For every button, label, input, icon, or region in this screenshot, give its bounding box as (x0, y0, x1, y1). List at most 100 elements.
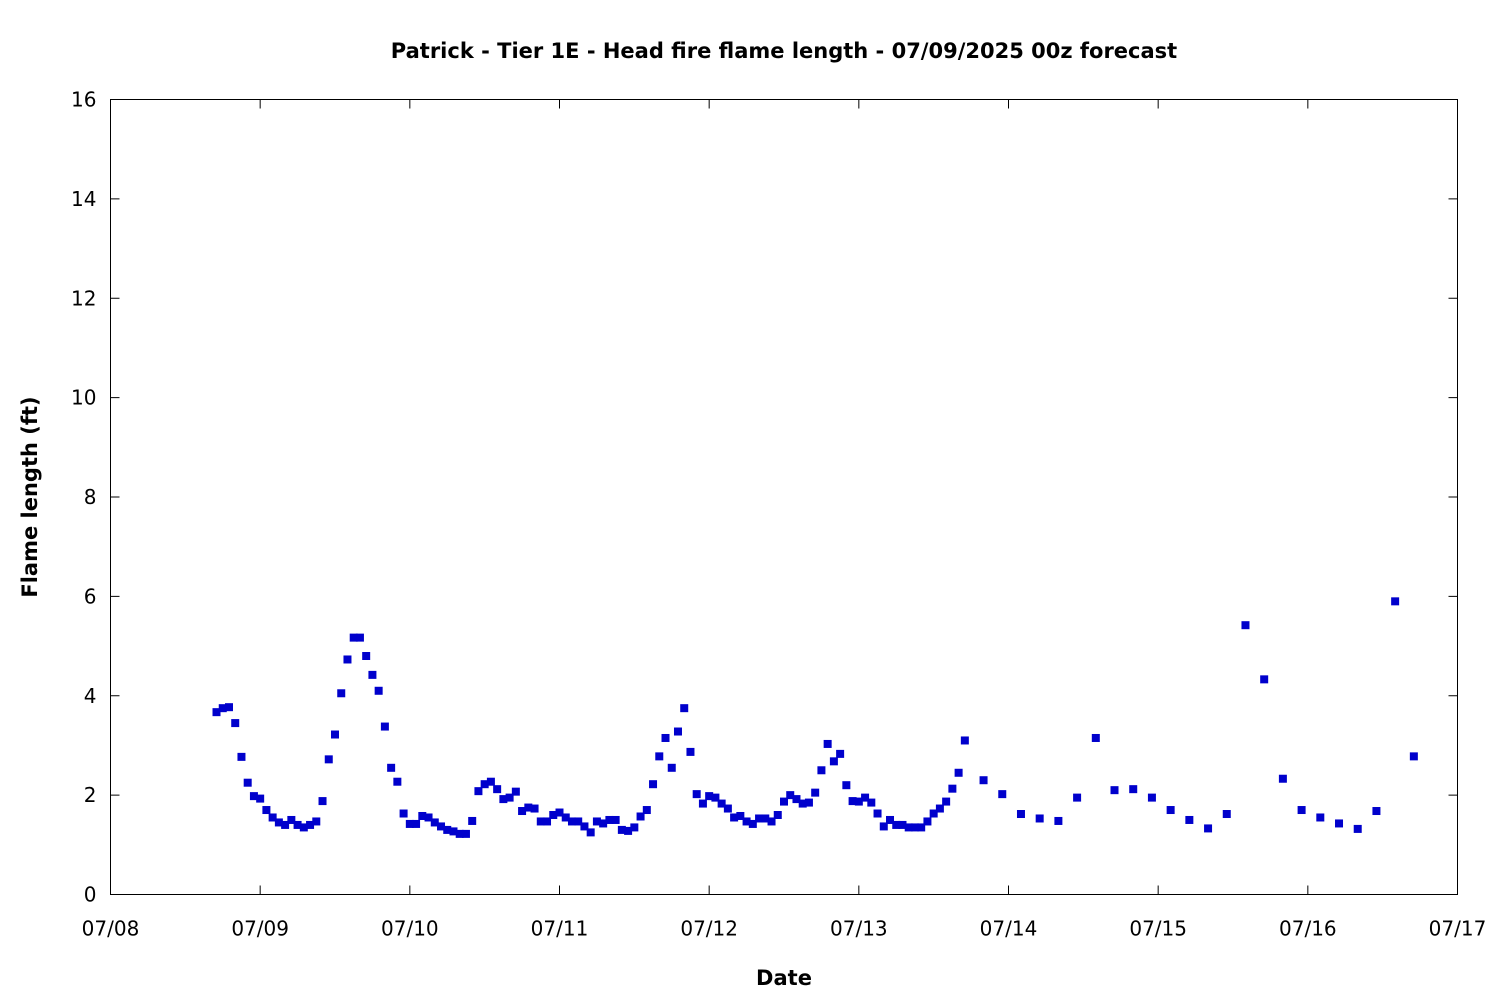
data-point (224, 703, 233, 712)
data-point (318, 797, 327, 806)
data-point (549, 811, 558, 819)
data-point (892, 820, 901, 829)
data-point (786, 791, 795, 800)
data-point (493, 785, 502, 794)
data-point (755, 814, 764, 823)
y-axis: 0 2 4 6 8 10 12 14 16 (71, 88, 1458, 907)
x-tick-label: 07/14 (980, 917, 1038, 941)
data-point (412, 819, 421, 828)
data-point (355, 633, 364, 642)
data-point (723, 804, 732, 813)
data-point (218, 704, 227, 713)
data-point (1278, 774, 1287, 783)
data-point (1110, 786, 1119, 795)
data-point (592, 817, 601, 826)
data-point (449, 827, 458, 836)
data-point (649, 780, 658, 789)
data-point (486, 777, 495, 786)
data-point (1316, 813, 1325, 822)
data-point (861, 793, 870, 802)
data-point (611, 815, 620, 824)
data-point (742, 817, 751, 826)
y-tick-label: 2 (84, 783, 97, 807)
data-point (680, 704, 689, 713)
data-point (443, 825, 452, 834)
y-tick-label: 4 (84, 684, 97, 708)
y-tick-label: 6 (84, 584, 97, 608)
data-point (299, 823, 308, 832)
data-point (312, 817, 321, 826)
data-point (917, 823, 926, 832)
data-point (293, 820, 302, 829)
data-point (349, 633, 358, 642)
data-point (698, 799, 707, 808)
y-tick-label: 16 (71, 88, 96, 112)
data-point (1297, 806, 1306, 815)
data-point (829, 757, 838, 766)
data-point (524, 803, 533, 812)
data-point (399, 809, 408, 818)
data-point (455, 829, 464, 838)
data-points (212, 597, 1418, 838)
x-tick-label: 07/11 (531, 917, 589, 941)
data-point (567, 817, 576, 826)
data-point (817, 766, 826, 775)
data-point (580, 822, 589, 831)
data-point (374, 686, 383, 695)
data-point (1016, 810, 1025, 819)
data-point (1166, 806, 1175, 815)
data-point (393, 777, 402, 786)
y-tick-label: 8 (84, 485, 97, 509)
x-tick-label: 07/12 (680, 917, 738, 941)
data-point (948, 784, 957, 793)
data-point (780, 797, 788, 806)
data-point (998, 790, 1007, 799)
data-point (461, 829, 470, 838)
data-point (736, 811, 745, 820)
data-point (231, 719, 240, 728)
data-point (306, 820, 315, 829)
data-point (792, 795, 801, 804)
data-point (848, 797, 857, 806)
data-point (418, 811, 427, 820)
data-point (1091, 733, 1100, 742)
data-point (1054, 816, 1063, 825)
data-point (673, 727, 682, 736)
data-point (362, 652, 371, 660)
data-point (262, 806, 271, 815)
data-point (730, 813, 739, 822)
data-point (842, 781, 851, 790)
y-axis-label: Flame length (ft) (18, 396, 42, 597)
data-point (630, 823, 639, 832)
data-point (867, 798, 876, 807)
data-point (256, 794, 265, 803)
data-point (387, 763, 396, 772)
x-tick-label: 07/16 (1279, 917, 1337, 941)
x-axis-label: Date (756, 966, 812, 990)
data-point (599, 819, 608, 828)
data-point (212, 708, 221, 717)
data-point (380, 722, 389, 731)
data-point (287, 815, 296, 824)
data-point (823, 739, 832, 748)
data-point (518, 807, 527, 816)
data-point (405, 819, 414, 828)
data-point (249, 792, 258, 801)
data-point (605, 815, 614, 824)
data-point (661, 733, 670, 742)
data-point (555, 808, 564, 817)
data-point (761, 814, 770, 823)
data-point (1372, 807, 1381, 816)
data-point (910, 823, 919, 832)
data-point (1147, 793, 1156, 802)
data-point (480, 780, 489, 789)
data-point (474, 787, 483, 796)
data-point (274, 818, 283, 827)
data-point (1073, 793, 1082, 802)
data-point (1185, 815, 1194, 824)
data-point (705, 792, 714, 801)
data-point (499, 795, 508, 804)
data-point (960, 736, 969, 745)
x-axis: 07/08 07/09 07/10 07/11 07/12 07/13 07/14 07/15… (82, 99, 1486, 941)
data-point (343, 655, 352, 664)
